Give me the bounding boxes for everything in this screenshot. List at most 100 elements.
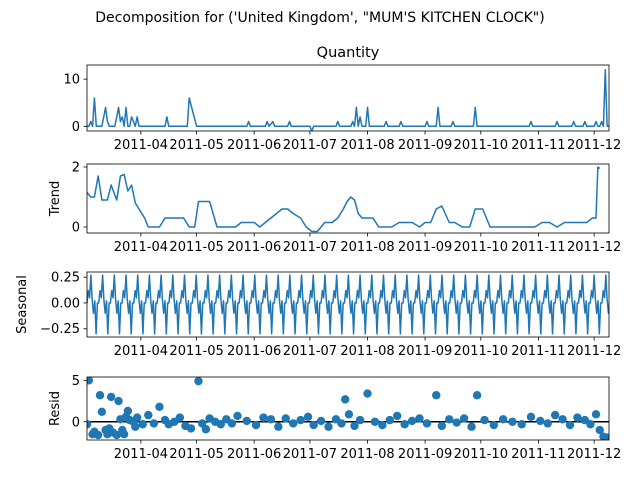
resid-ytick-label: 0 bbox=[72, 415, 80, 430]
trend-ytick-label: 2 bbox=[72, 161, 80, 176]
resid-point bbox=[155, 402, 164, 412]
resid-xtick-label: 2011-12 bbox=[567, 447, 621, 462]
resid-point bbox=[480, 415, 489, 425]
resid-point bbox=[422, 419, 432, 428]
resid-point bbox=[274, 422, 283, 431]
quantity-xtick-label: 2011-06 bbox=[227, 138, 281, 153]
resid-point bbox=[95, 391, 105, 400]
trend-xtick-label: 2011-05 bbox=[169, 240, 223, 255]
seasonal-xtick-label: 2011-12 bbox=[567, 344, 621, 359]
quantity-series-line bbox=[87, 68, 609, 131]
trend-xtick-label: 2011-06 bbox=[227, 240, 281, 255]
quantity-plot-area bbox=[87, 68, 609, 131]
resid-xtick-label: 2011-09 bbox=[398, 447, 452, 462]
resid-panel: 0 5 2011-04 2011-05 2011-06 2011-07 2011-08 201… bbox=[48, 374, 621, 462]
resid-point bbox=[591, 410, 601, 419]
resid-point bbox=[517, 420, 526, 429]
resid-point bbox=[316, 416, 326, 426]
resid-point bbox=[296, 415, 305, 425]
resid-point bbox=[119, 429, 129, 439]
resid-xtick-label: 2011-07 bbox=[283, 447, 337, 462]
resid-xtick-label: 2011-11 bbox=[511, 447, 565, 462]
resid-point bbox=[437, 421, 447, 431]
resid-point bbox=[87, 420, 92, 429]
trend-ylabel: Trend bbox=[48, 181, 63, 218]
resid-xtick-label: 2011-06 bbox=[227, 447, 281, 462]
resid-point bbox=[355, 415, 365, 425]
resid-point bbox=[266, 415, 276, 424]
seasonal-xtick-label: 2011-05 bbox=[169, 344, 223, 359]
trend-xtick-label: 2011-12 bbox=[567, 240, 621, 255]
resid-point bbox=[445, 415, 454, 424]
resid-point bbox=[602, 433, 609, 440]
resid-ytick-label: 5 bbox=[72, 374, 80, 389]
resid-point bbox=[309, 420, 318, 430]
resid-point bbox=[175, 413, 185, 422]
resid-point bbox=[93, 430, 103, 440]
resid-point bbox=[432, 391, 441, 400]
resid-point bbox=[303, 412, 313, 421]
quantity-xtick-label: 2011-05 bbox=[169, 138, 223, 153]
resid-point bbox=[498, 415, 508, 424]
resid-point bbox=[586, 420, 595, 429]
resid-point bbox=[233, 411, 242, 421]
resid-point bbox=[393, 411, 402, 421]
seasonal-ytick-label: 0.00 bbox=[51, 296, 80, 311]
resid-point bbox=[112, 430, 121, 440]
resid-point bbox=[216, 420, 225, 429]
resid-point bbox=[526, 412, 536, 421]
resid-point bbox=[114, 396, 123, 406]
resid-point bbox=[138, 420, 147, 429]
trend-panel: 0 2 2011-04 2011-05 2011-06 2011-07 2011-08 201… bbox=[48, 161, 621, 256]
quantity-xtick-label: 2011-07 bbox=[283, 138, 337, 153]
resid-point bbox=[131, 422, 140, 431]
resid-point bbox=[350, 421, 359, 431]
resid-point bbox=[550, 410, 560, 420]
resid-point bbox=[123, 406, 133, 416]
resid-point bbox=[536, 416, 545, 426]
resid-xtick-label: 2011-10 bbox=[454, 447, 508, 462]
seasonal-series-line bbox=[87, 274, 609, 335]
trend-xtick-label: 2011-07 bbox=[283, 240, 337, 255]
resid-xtick-label: 2011-04 bbox=[114, 447, 168, 462]
resid-point bbox=[341, 395, 350, 404]
seasonal-plot-area bbox=[87, 274, 609, 335]
resid-point bbox=[344, 410, 354, 419]
resid-frame bbox=[86, 376, 610, 441]
quantity-xtick-label: 2011-10 bbox=[454, 138, 508, 153]
resid-point bbox=[242, 416, 251, 426]
resid-point bbox=[407, 416, 417, 426]
quantity-xtick-label: 2011-12 bbox=[567, 138, 621, 153]
resid-point bbox=[106, 392, 116, 402]
seasonal-xtick-label: 2011-10 bbox=[454, 344, 508, 359]
quantity-xtick-label: 2011-11 bbox=[511, 138, 565, 153]
trend-ytick-label: 0 bbox=[72, 221, 80, 236]
trend-series-line bbox=[87, 166, 601, 233]
resid-point bbox=[324, 422, 333, 431]
resid-point bbox=[573, 413, 582, 422]
seasonal-ytick-label: −0.25 bbox=[40, 322, 80, 337]
figure-title: Decomposition for ('United Kingdom', "MU… bbox=[95, 10, 544, 26]
quantity-ytick-label: 0 bbox=[72, 120, 80, 135]
resid-point bbox=[472, 391, 482, 400]
resid-point bbox=[452, 418, 461, 427]
resid-point bbox=[186, 424, 196, 433]
resid-point bbox=[489, 420, 499, 430]
seasonal-frame bbox=[86, 271, 610, 338]
seasonal-xtick-label: 2011-06 bbox=[227, 344, 281, 359]
resid-point bbox=[149, 419, 159, 428]
seasonal-xtick-label: 2011-08 bbox=[340, 344, 394, 359]
trend-xtick-label: 2011-11 bbox=[511, 240, 565, 255]
resid-point bbox=[543, 419, 552, 428]
resid-point bbox=[201, 425, 211, 434]
resid-point bbox=[378, 420, 387, 430]
resid-ylabel: Resid bbox=[48, 391, 63, 426]
quantity-ytick-label: 10 bbox=[63, 73, 80, 88]
quantity-panel: 0 10 2011-04 2011-05 2011-06 2011-07 2011-08 20… bbox=[63, 45, 621, 153]
quantity-frame bbox=[86, 64, 610, 132]
resid-xtick-label: 2011-05 bbox=[169, 447, 223, 462]
trend-xtick-label: 2011-04 bbox=[114, 240, 168, 255]
resid-plot-area bbox=[87, 377, 609, 440]
